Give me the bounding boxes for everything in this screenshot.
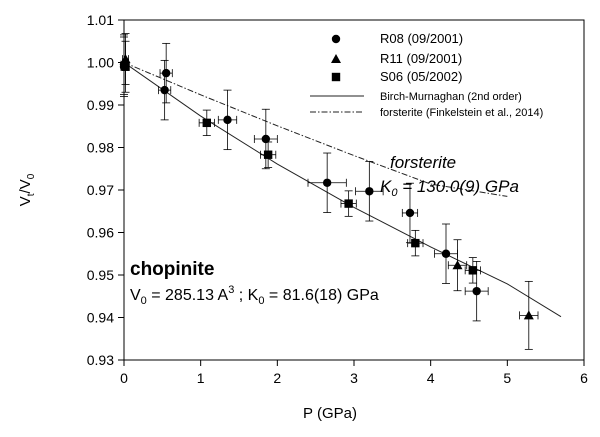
- y-axis-title-div: /V: [17, 179, 34, 193]
- fit-lines: [123, 62, 562, 318]
- y-tick-label-2: 0.95: [87, 267, 114, 283]
- y-tick-label-3: 0.96: [87, 225, 114, 241]
- legend-label-1: R11 (09/2001): [380, 51, 462, 66]
- chopinite-v-prefix: V: [130, 287, 141, 304]
- point-circle-0-9: [434, 223, 458, 284]
- marker: [322, 178, 332, 187]
- chopinite-annotation-params: V0 = 285.13 A3 ; K0 = 81.6(18) GPa: [130, 284, 379, 307]
- marker: [411, 238, 420, 248]
- chopinite-v-sub: 0: [141, 295, 147, 307]
- y-tick-label-6: 0.99: [87, 97, 114, 113]
- x-tick-label-2: 2: [273, 370, 281, 386]
- chopinite-annotation-title: chopinite: [130, 259, 214, 280]
- forsterite-k-sub: 0: [391, 187, 398, 199]
- point-square-2-3: [340, 190, 357, 217]
- marker: [223, 115, 232, 125]
- legend-label-2: S06 (05/2002): [380, 69, 462, 84]
- point-circle-0-8: [401, 182, 419, 244]
- legend: R08 (09/2001) R11 (09/2001) S06 (05/2002) B…: [310, 31, 543, 119]
- point-circle-0-7: [355, 161, 384, 222]
- marker: [160, 85, 169, 95]
- y-tick-label-4: 0.97: [87, 182, 114, 198]
- marker: [523, 310, 534, 320]
- chopinite-v-value: = 285.13 A: [147, 287, 229, 304]
- axes: 0 1 2 3 4 5 6 0.93 0.94 0.95 0.96 0.97 0.98 0.99 1.00 1…: [87, 12, 588, 386]
- forsterite-k-value: = 130.0(9) GPa: [397, 177, 518, 196]
- y-axis-title-t-sub: t: [26, 193, 37, 196]
- forsterite-annotation-title: forsterite: [390, 153, 456, 172]
- chopinite-v-sup: 3: [228, 284, 234, 296]
- x-axis-title: P (GPa): [303, 405, 357, 422]
- marker: [365, 187, 374, 196]
- forsterite-annotation-k: K0 = 130.0(9) GPa: [380, 177, 519, 199]
- point-square-2-1: [198, 109, 215, 137]
- y-tick-label-5: 0.98: [87, 140, 114, 156]
- y-axis-title-0-sub: 0: [26, 173, 37, 179]
- y-axis-title-v: V: [17, 196, 34, 206]
- legend-label-0: R08 (09/2001): [380, 31, 463, 46]
- point-circle-0-4: [217, 89, 238, 151]
- fit-line-1: [123, 62, 508, 197]
- point-circle-0-5: [253, 108, 278, 170]
- marker: [344, 199, 353, 208]
- y-axis-title: Vt/V0: [17, 173, 37, 206]
- point-square-2-5: [464, 257, 481, 284]
- x-tick-label-3: 3: [350, 370, 358, 386]
- chopinite-k-value: = 81.6(18) GPa: [264, 287, 378, 304]
- marker: [161, 68, 171, 78]
- point-circle-0-6: [307, 152, 347, 213]
- point-circle-0-10: [464, 260, 489, 322]
- point-circle-0-3: [158, 59, 172, 121]
- point-square-2-4: [407, 229, 424, 257]
- y-tick-label-7: 1.00: [87, 55, 114, 71]
- x-tick-label-5: 5: [503, 370, 511, 386]
- x-tick-label-0: 0: [120, 370, 128, 386]
- legend-marker-1: [331, 54, 341, 63]
- marker: [202, 118, 211, 128]
- marker: [121, 62, 130, 71]
- marker: [452, 260, 463, 270]
- x-tick-label-6: 6: [580, 370, 588, 386]
- legend-marker-0: [331, 34, 341, 44]
- point-square-2-2: [260, 141, 277, 168]
- y-tick-label-8: 1.01: [87, 12, 114, 28]
- marker: [263, 150, 273, 159]
- marker: [405, 208, 415, 218]
- point-triangle-1-2: [519, 280, 539, 350]
- fit-line-0: [123, 62, 562, 318]
- forsterite-k-prefix: K: [380, 177, 392, 196]
- chopinite-k-sub: 0: [258, 295, 264, 307]
- y-tick-label-1: 0.94: [87, 310, 114, 326]
- marker: [441, 249, 451, 258]
- point-triangle-1-1: [447, 239, 468, 292]
- x-tick-label-4: 4: [427, 370, 435, 386]
- data-points: [119, 33, 539, 350]
- x-tick-label-1: 1: [197, 370, 205, 386]
- y-tick-label-0: 0.93: [87, 352, 114, 368]
- chopinite-k-prefix: ; K: [234, 287, 258, 304]
- marker: [261, 134, 271, 144]
- legend-line-label-0: Birch-Murnaghan (2nd order): [380, 91, 522, 103]
- marker: [468, 266, 478, 275]
- marker: [472, 286, 481, 296]
- point-square-2-0: [121, 40, 130, 93]
- legend-marker-2: [331, 72, 341, 82]
- legend-line-label-1: forsterite (Finkelstein et al., 2014): [380, 107, 543, 119]
